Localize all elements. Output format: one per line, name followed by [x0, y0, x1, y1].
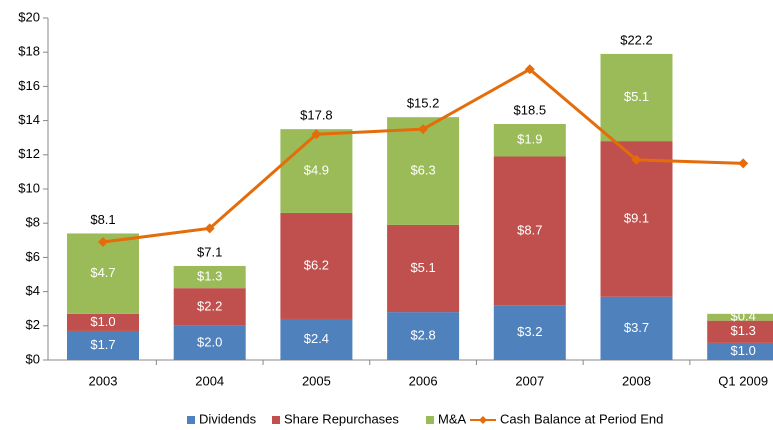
total-label: $17.8 — [300, 108, 333, 123]
data-label: $4.9 — [304, 162, 329, 177]
legend-swatch — [187, 416, 195, 424]
y-tick-label: $20 — [18, 9, 40, 24]
data-label: $6.2 — [304, 257, 329, 272]
data-label: $5.1 — [410, 260, 435, 275]
marker — [418, 124, 429, 135]
bar-segment — [173, 265, 246, 289]
bar-segment — [493, 156, 566, 306]
legend-label: Dividends — [199, 411, 257, 426]
data-label: $6.3 — [410, 162, 435, 177]
y-tick-label: $12 — [18, 146, 40, 161]
x-tick-label: 2006 — [409, 373, 438, 388]
bar-segment — [493, 305, 566, 360]
bar-segment — [173, 325, 246, 360]
x-tick-label: 2004 — [195, 373, 224, 388]
y-tick-label: $10 — [18, 180, 40, 195]
marker — [98, 237, 108, 248]
legend-label: Share Repurchases — [284, 411, 399, 426]
total-label: $18.5 — [514, 102, 547, 117]
bar-segment — [67, 313, 139, 331]
bar-segment — [493, 124, 566, 157]
y-tick-label: $8 — [26, 215, 40, 230]
data-label: $1.7 — [90, 337, 115, 352]
data-label: $1.9 — [517, 132, 542, 147]
marker — [311, 129, 322, 140]
legend-label: Cash Balance at Period End — [500, 411, 663, 426]
bar-segment — [600, 141, 673, 297]
marker — [204, 223, 215, 234]
x-tick-label: 2008 — [622, 373, 651, 388]
y-tick-label: $14 — [18, 112, 40, 127]
y-tick-label: $0 — [26, 351, 40, 366]
total-label: $22.2 — [620, 32, 653, 47]
x-tick-label: 2003 — [89, 373, 118, 388]
bar-segment — [707, 313, 773, 321]
data-label: $4.7 — [90, 265, 115, 280]
marker — [524, 64, 535, 75]
y-tick-label: $2 — [26, 317, 40, 332]
legend-swatch — [272, 416, 280, 424]
bar-segment — [280, 212, 353, 319]
data-label: $3.2 — [517, 324, 542, 339]
data-label: $8.7 — [517, 222, 542, 237]
y-tick-label: $18 — [18, 44, 40, 59]
bar-segment — [173, 288, 246, 326]
bar-segment — [387, 117, 460, 225]
total-label: $7.1 — [197, 244, 222, 259]
y-tick-label: $16 — [18, 78, 40, 93]
bar-segment — [280, 129, 353, 213]
bar-segment — [67, 330, 139, 360]
bar-segment — [707, 320, 773, 343]
x-tick-label: 2005 — [302, 373, 331, 388]
marker — [738, 158, 749, 169]
total-label: $8.1 — [90, 212, 115, 227]
y-tick-label: $6 — [26, 249, 40, 264]
data-label: $3.7 — [624, 320, 649, 335]
data-label: $1.3 — [197, 269, 222, 284]
legend-marker — [479, 416, 487, 424]
data-label: $2.4 — [304, 331, 329, 346]
data-label: $1.0 — [731, 343, 756, 358]
data-label: $2.8 — [410, 327, 435, 342]
data-label: $9.1 — [624, 210, 649, 225]
data-label: $2.0 — [197, 334, 222, 349]
data-label: $2.2 — [197, 298, 222, 313]
data-label: $0.4 — [731, 309, 756, 324]
data-label: $5.1 — [624, 89, 649, 104]
bar-segment — [600, 296, 673, 360]
legend-swatch — [426, 416, 434, 424]
bar-segment — [707, 342, 773, 360]
bar-segment — [280, 318, 353, 360]
total-label: $15.2 — [407, 96, 440, 111]
bar-segment — [600, 53, 673, 142]
x-tick-label: 2007 — [515, 373, 544, 388]
legend-label: M&A — [438, 411, 467, 426]
y-tick-label: $4 — [26, 283, 40, 298]
bar-segment — [387, 224, 460, 313]
bar-segment — [387, 312, 460, 360]
data-label: $1.3 — [731, 323, 756, 338]
marker — [631, 154, 642, 165]
x-tick-label: Q1 2009 — [718, 373, 768, 388]
data-label: $1.0 — [90, 314, 115, 329]
